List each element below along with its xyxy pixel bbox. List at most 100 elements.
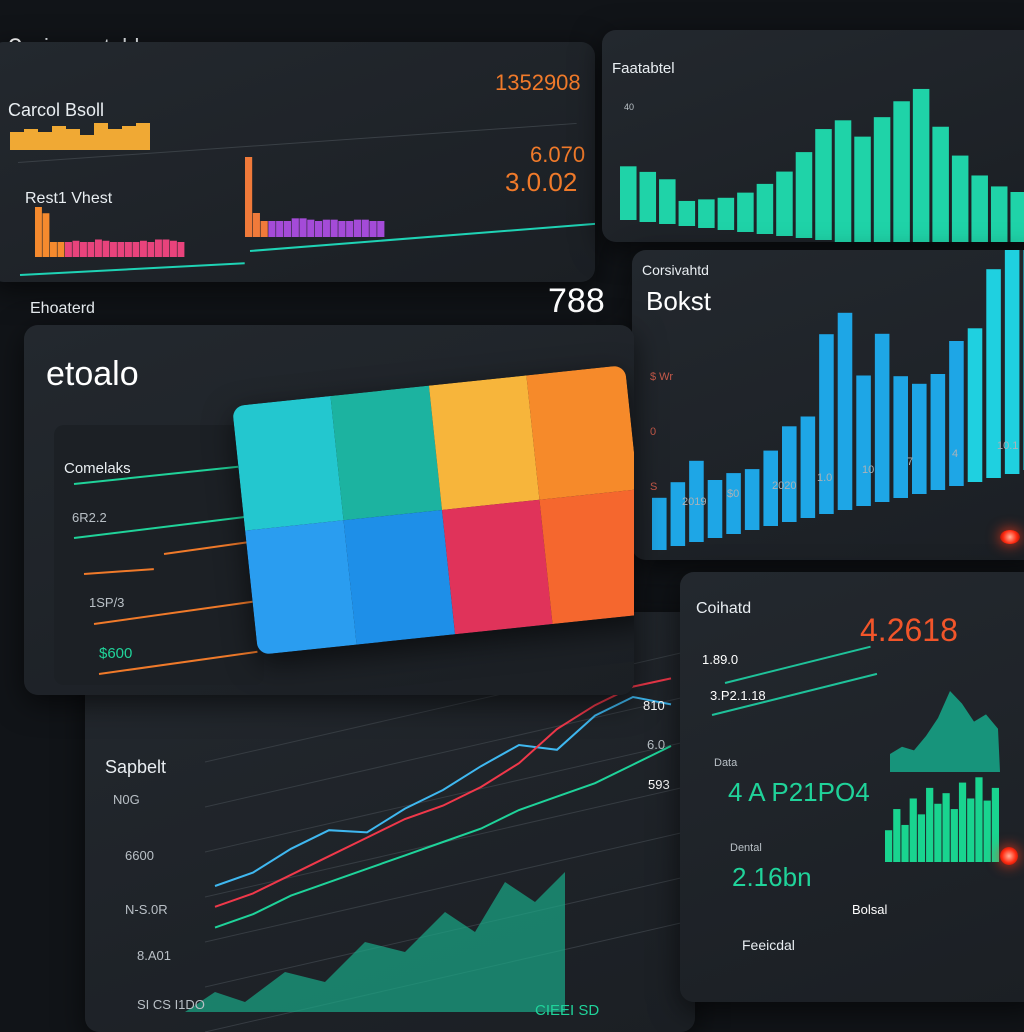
bar — [951, 155, 969, 242]
bar — [834, 120, 852, 242]
area-series — [185, 872, 565, 1012]
bar — [854, 136, 871, 242]
bar — [639, 171, 657, 222]
y-label: SI CS I1DO — [137, 997, 205, 1012]
kpi-value: 2.16bn — [732, 862, 812, 892]
bar — [1010, 192, 1024, 242]
color-tile-graphic — [232, 365, 634, 655]
metric-value: 3.0.02 — [505, 167, 578, 197]
bar — [132, 242, 140, 257]
bar — [245, 157, 253, 237]
y-tick: S — [650, 481, 657, 493]
panel-title: Coihatd — [696, 600, 752, 617]
bar — [737, 192, 754, 232]
bar — [689, 460, 704, 542]
bar — [72, 240, 80, 257]
bar — [369, 221, 377, 237]
panel-title: Sapbelt — [105, 757, 167, 777]
right-label: 593 — [648, 777, 670, 792]
bar — [967, 328, 983, 482]
bar — [670, 482, 686, 546]
bar — [932, 126, 949, 242]
bar — [10, 132, 24, 150]
bar — [934, 803, 942, 862]
x-tick: $0 — [727, 488, 739, 500]
x-tick: 2019 — [682, 496, 706, 508]
mini-bar-chart — [10, 123, 150, 150]
bar — [291, 218, 299, 237]
y-label: N0G — [113, 792, 140, 807]
bar — [795, 152, 813, 238]
bar — [147, 242, 155, 257]
bar — [717, 197, 735, 230]
bar — [346, 221, 354, 237]
metric-value: 1352908 — [495, 70, 581, 95]
legend-list: Comelaks 6R2.2 1SP/3 $600 — [54, 425, 264, 685]
bar — [912, 88, 930, 242]
x-tick: 10.1 — [997, 440, 1018, 452]
section-label: Ehoaterd — [30, 300, 95, 317]
bar-chart-panel: Corsivahtd Bokst 2019 $0 2020 1.0 10 7 4 10.1 S 0… — [632, 250, 1024, 560]
series-line — [214, 745, 672, 929]
right-label: 810 — [643, 698, 665, 713]
row-label: 1.89.0 — [702, 652, 739, 667]
bar — [80, 242, 87, 257]
bar — [155, 239, 162, 257]
row-label: Dental — [730, 842, 762, 854]
bar — [66, 129, 80, 150]
bar — [307, 219, 315, 237]
bar — [87, 242, 95, 257]
bar — [162, 239, 170, 257]
bar — [967, 798, 975, 862]
metric-label: Rest1 Vhest — [25, 190, 113, 207]
bar — [140, 240, 147, 257]
alert-indicator-icon[interactable] — [1000, 847, 1018, 865]
bar — [800, 416, 816, 518]
y-label: 6600 — [125, 848, 154, 863]
row-label: Bolsal — [852, 902, 888, 917]
bar — [971, 175, 988, 242]
bar — [873, 117, 891, 242]
bar — [110, 242, 117, 257]
bar — [170, 240, 177, 257]
bar — [744, 469, 760, 530]
color-tile — [245, 520, 357, 655]
bar — [299, 218, 307, 237]
axis-tick: 40 — [624, 102, 635, 112]
bar — [136, 123, 150, 150]
legend-label: Comelaks — [64, 460, 131, 477]
y-label: N-S.0R — [125, 902, 168, 917]
row-label: Feeicdal — [742, 937, 795, 953]
x-tick: 4 — [952, 448, 958, 460]
bar — [268, 221, 276, 237]
panel-title: Bokst — [646, 286, 712, 316]
bar — [57, 242, 65, 257]
right-label: 6.0 — [647, 737, 666, 752]
top-right-chart-panel: Faatabtel 40 — [602, 30, 1024, 242]
metric-value: 6.070 — [530, 142, 586, 167]
bar — [80, 135, 94, 150]
bar — [909, 798, 917, 862]
bar — [125, 242, 132, 257]
bar — [756, 183, 774, 234]
green-bar-chart — [885, 777, 999, 862]
bar — [1004, 250, 1020, 474]
alert-indicator-icon[interactable] — [1000, 530, 1020, 544]
gridline — [204, 696, 686, 808]
bar — [942, 793, 950, 862]
green-bar-chart — [620, 88, 1024, 242]
bar — [885, 830, 893, 862]
row-label: Data — [714, 757, 738, 769]
bar — [330, 219, 338, 237]
bar — [856, 375, 871, 506]
bar — [108, 129, 122, 150]
bar — [815, 129, 832, 240]
x-tick: 7 — [907, 456, 913, 468]
bar — [990, 186, 1008, 242]
bar — [102, 240, 110, 257]
bar — [94, 123, 108, 150]
legend-label: $600 — [99, 645, 133, 662]
bar — [763, 450, 778, 526]
bar — [893, 376, 908, 498]
bar — [260, 221, 268, 237]
